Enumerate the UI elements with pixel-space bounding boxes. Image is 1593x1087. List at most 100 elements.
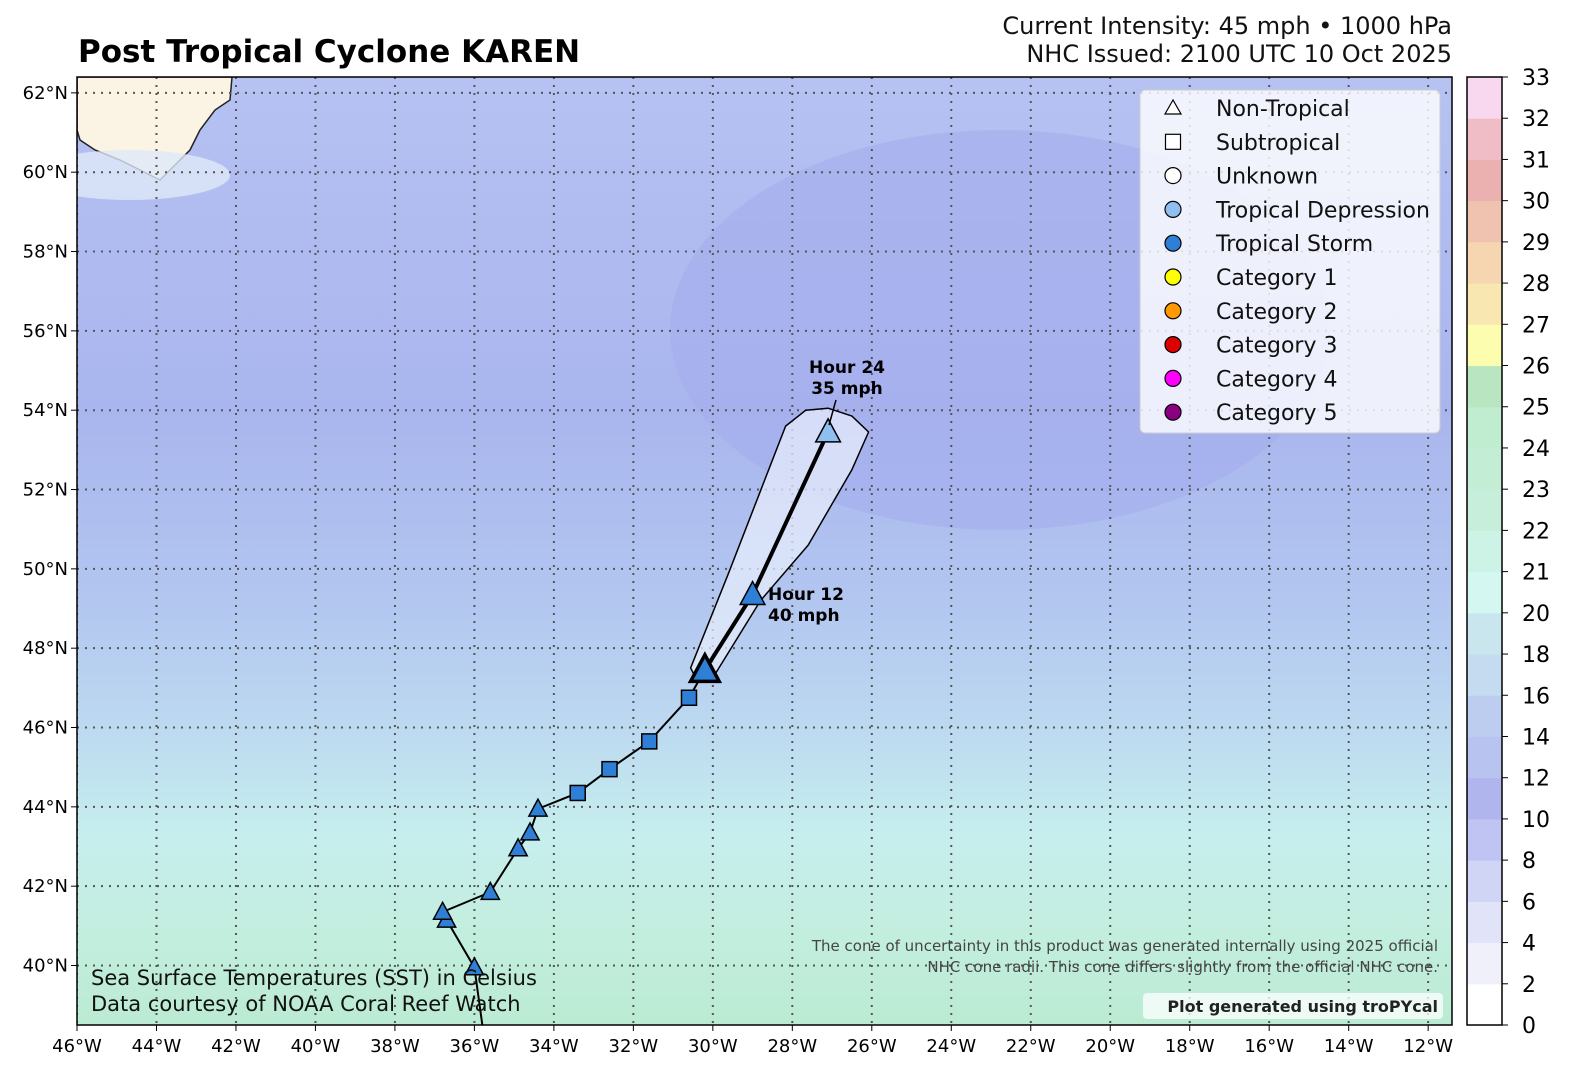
- legend-label: Subtropical: [1216, 131, 1340, 156]
- legend-circle-icon: [1164, 302, 1182, 320]
- y-tick-label: 40°N: [23, 956, 68, 977]
- colorbar-tick-label: 29: [1522, 231, 1550, 256]
- colorbar-segment: [1467, 406, 1502, 449]
- colorbar-tick-label: 21: [1522, 561, 1550, 586]
- colorbar-segment: [1467, 901, 1502, 944]
- current-position-marker: [687, 651, 723, 684]
- x-tick-label: 38°W: [370, 1036, 420, 1057]
- x-tick-label: 22°W: [1006, 1036, 1056, 1057]
- colorbar-tick-label: 32: [1522, 107, 1550, 132]
- x-tick-label: 24°W: [926, 1036, 976, 1057]
- track-point-square: [641, 733, 658, 750]
- hour24-label: Hour 24: [809, 358, 885, 378]
- legend-circle-icon: [1164, 268, 1182, 286]
- x-tick-label: 34°W: [529, 1036, 579, 1057]
- x-tick-label: 14°W: [1324, 1036, 1374, 1057]
- colorbar-segment: [1467, 777, 1502, 820]
- track-point-square: [680, 689, 698, 707]
- credit-text: Plot generated using troPYcal: [1167, 997, 1438, 1016]
- colorbar-tick-label: 0: [1522, 1014, 1536, 1039]
- colorbar-segment: [1467, 159, 1502, 202]
- x-tick-label: 30°W: [688, 1036, 738, 1057]
- colorbar-tick-label: 25: [1522, 396, 1550, 421]
- legend-label: Category 1: [1216, 266, 1337, 291]
- x-tick-label: 44°W: [132, 1036, 182, 1057]
- colorbar-segment: [1467, 818, 1502, 861]
- x-tick-label: 36°W: [450, 1036, 500, 1057]
- legend-label: Category 3: [1216, 334, 1337, 359]
- colorbar-tick-label: 27: [1522, 313, 1550, 338]
- track-point-square: [569, 784, 586, 802]
- colorbar-segment: [1467, 77, 1502, 119]
- legend-circle-icon: [1164, 336, 1182, 354]
- hour12-wind: 40 mph: [768, 606, 840, 626]
- track-point-triangle: [479, 880, 501, 901]
- y-tick-label: 54°N: [23, 400, 68, 421]
- legend-label: Non-Tropical: [1216, 97, 1350, 122]
- y-tick-label: 44°N: [23, 797, 68, 818]
- legend-triangle-icon: [1163, 98, 1183, 115]
- colorbar-segment: [1467, 695, 1502, 737]
- track-point-triangle: [519, 821, 541, 841]
- colorbar-segment: [1467, 942, 1502, 985]
- x-tick-label: 46°W: [52, 1036, 102, 1057]
- forecast-labels: Hour 24 35 mph Hour 12 40 mph: [768, 358, 885, 626]
- colorbar-segment: [1467, 983, 1502, 1026]
- colorbar-tick-label: 6: [1522, 890, 1536, 915]
- credit-box: [1143, 993, 1443, 1019]
- y-tick-label: 62°N: [23, 83, 68, 104]
- y-tick-label: 58°N: [23, 242, 68, 263]
- cone-note-line2: NHC cone radii. This cone differs slight…: [927, 958, 1438, 976]
- colorbar-tick-label: 8: [1522, 849, 1536, 874]
- y-tick-label: 50°N: [23, 559, 68, 580]
- sst-note-line1: Sea Surface Temperatures (SST) in Celsiu…: [91, 966, 537, 990]
- colorbar-tick-label: 23: [1522, 478, 1550, 503]
- colorbar-segment: [1467, 654, 1502, 696]
- colorbar-tick-label: 10: [1522, 808, 1550, 833]
- colorbar-tick-label: 22: [1522, 519, 1550, 544]
- legend-label: Category 5: [1216, 401, 1337, 426]
- y-tick-label: 52°N: [23, 480, 68, 501]
- x-tick-label: 42°W: [211, 1036, 261, 1057]
- x-tick-label: 18°W: [1165, 1036, 1215, 1057]
- iceland-coastal-water: [77, 150, 230, 200]
- hour24-leader: [828, 399, 837, 426]
- colorbar-tick-label: 26: [1522, 355, 1550, 380]
- legend-label: Unknown: [1216, 165, 1318, 190]
- y-tick-label: 48°N: [23, 638, 68, 659]
- colorbar-segment: [1467, 736, 1502, 779]
- legend-label: Tropical Storm: [1215, 232, 1373, 257]
- colorbar-segment: [1467, 447, 1502, 490]
- forecast-point: [814, 417, 842, 443]
- legend-circle-icon: [1164, 369, 1182, 387]
- legend-circle-icon: [1164, 200, 1182, 218]
- colorbar-segment: [1467, 860, 1502, 902]
- colorbar-segment: [1467, 612, 1502, 655]
- legend: Non-Tropical Subtropical Unknown Tropical D…: [1139, 89, 1441, 434]
- x-tick-label: 26°W: [847, 1036, 897, 1057]
- x-tick-label: 40°W: [291, 1036, 341, 1057]
- colorbar-tick-label: 2: [1522, 973, 1536, 998]
- current-intensity: Current Intensity: 45 mph • 1000 hPa: [1002, 12, 1452, 40]
- colorbar-segment: [1467, 530, 1502, 573]
- colorbar-segment: [1467, 571, 1502, 614]
- colorbar-tick-label: 16: [1522, 684, 1550, 709]
- x-tick-label: 32°W: [609, 1036, 659, 1057]
- track-point-triangle: [464, 956, 485, 976]
- colorbar-tick-label: 30: [1522, 190, 1550, 215]
- hour24-wind: 35 mph: [811, 379, 883, 399]
- map-title: Post Tropical Cyclone KAREN: [78, 34, 581, 70]
- colorbar-tick-label: 14: [1522, 725, 1550, 750]
- y-tick-label: 56°N: [23, 321, 68, 342]
- x-tick-label: 12°W: [1403, 1036, 1453, 1057]
- cone-note-line1: The cone of uncertainty in this product …: [811, 937, 1438, 955]
- track-point-triangle: [527, 797, 549, 817]
- colorbar-segment: [1467, 489, 1502, 531]
- legend-label: Tropical Depression: [1215, 198, 1430, 223]
- x-tick-label: 20°W: [1085, 1036, 1135, 1057]
- colorbar-tick-label: 28: [1522, 272, 1550, 297]
- hour12-label: Hour 12: [768, 585, 844, 605]
- y-tick-label: 46°N: [23, 718, 68, 739]
- forecast-point: [738, 579, 767, 606]
